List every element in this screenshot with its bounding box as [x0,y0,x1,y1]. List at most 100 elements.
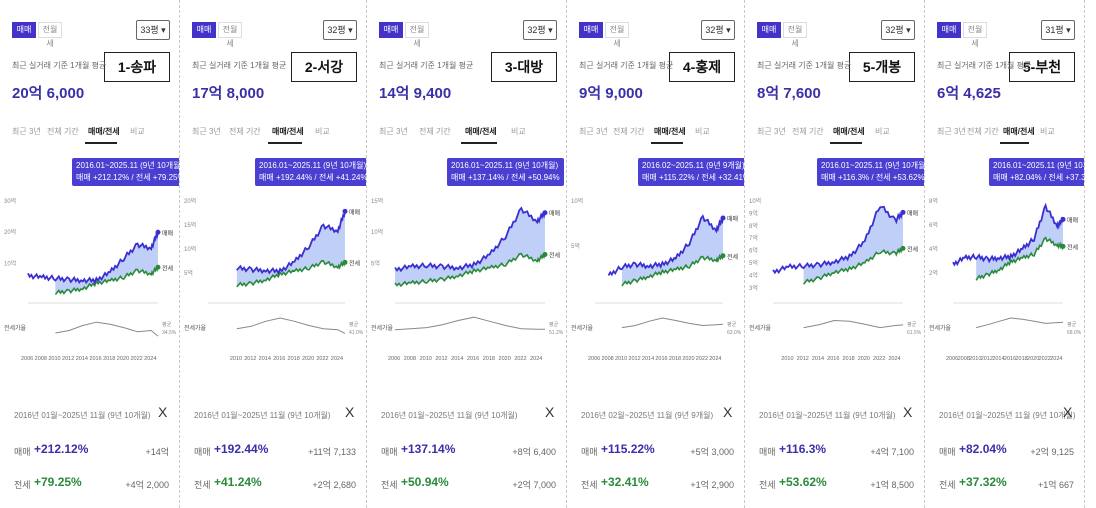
summary-sale-label: 매매 [581,447,598,457]
y-tick-label: 10억 [184,245,196,253]
close-icon[interactable]: X [1063,404,1073,420]
summary-rent-label: 전세 [381,480,398,490]
range-tab-3[interactable]: 매매/전세 [465,127,497,136]
tab-rent[interactable]: 전월세 [38,22,62,48]
x-tick-label: 2016 [827,356,839,362]
sale-series-label: 매매 [549,210,560,218]
range-tab-2[interactable]: 전체 기간 [419,127,451,136]
size-select[interactable]: 32평 ▾ [701,20,735,40]
range-tab-4[interactable]: 비교 [695,127,710,136]
summary-rent-pct: +32.41% [601,475,649,489]
tab-rent[interactable]: 전월세 [783,22,807,48]
range-tab-4[interactable]: 비교 [511,127,526,136]
tab-rent[interactable]: 전월세 [218,22,242,48]
x-tick-label: 2014 [812,356,824,362]
x-tick-label: 2020 [117,356,129,362]
region-label: 5-부천 [1009,52,1075,82]
ratio-avg-label: 평균 [549,321,559,328]
chevron-down-icon: ▾ [723,25,731,35]
rent-series-label: 전세 [907,245,918,253]
rent-line [621,253,724,287]
y-tick-label: 20억 [4,228,16,236]
tab-sale[interactable]: 매매 [12,22,36,38]
range-tab-1[interactable]: 최근 3년 [12,127,41,136]
summary-rent-amount: +4억 2,000 [125,480,169,490]
rent-series-label: 전세 [727,253,738,261]
range-tab-3[interactable]: 매매/전세 [272,127,304,136]
size-select[interactable]: 32평 ▾ [323,20,357,40]
tab-sale[interactable]: 매매 [379,22,403,38]
x-tick-label: 2018 [669,356,681,362]
summary-rent-label: 전세 [939,480,956,490]
y-tick-label: 5억 [571,242,580,250]
x-tick-label: 2024 [331,356,343,362]
close-icon[interactable]: X [723,404,733,420]
ratio-avg-label: 평균 [907,321,917,328]
tab-sale[interactable]: 매매 [579,22,603,38]
size-select[interactable]: 32평 ▾ [523,20,557,40]
size-value: 32평 [327,25,346,35]
x-tick-label: 2008 [35,356,47,362]
summary-sale-pct: +212.12% [34,442,89,456]
size-select[interactable]: 32평 ▾ [881,20,915,40]
y-tick-label: 4억 [929,245,938,253]
range-tab-3[interactable]: 매매/전세 [88,127,120,136]
range-tab-4[interactable]: 비교 [1040,127,1055,136]
range-tab-4[interactable]: 비교 [315,127,330,136]
sale-line [952,202,1064,267]
jeonse-ratio-line [55,321,159,337]
tab-sale[interactable]: 매매 [937,22,961,38]
range-tab-1[interactable]: 최근 3년 [579,127,608,136]
sale-series-label: 매매 [1067,216,1078,224]
summary-rent-label: 전세 [194,480,211,490]
region-label: 5-개봉 [849,52,915,82]
size-select[interactable]: 31평 ▾ [1041,20,1075,40]
range-tab-3[interactable]: 매매/전세 [654,127,686,136]
range-tab-2[interactable]: 전체 기간 [792,127,824,136]
x-tick-label: 2022 [316,356,328,362]
range-tab-2[interactable]: 전체 기간 [613,127,645,136]
x-tick-label: 2016 [467,356,479,362]
y-tick-label: 15억 [371,197,383,205]
summary-sale-pct: +137.14% [401,442,456,456]
x-tick-label: 2018 [103,356,115,362]
range-tab-3[interactable]: 매매/전세 [1003,127,1035,136]
range-tab-4[interactable]: 비교 [875,127,890,136]
x-tick-label: 2014 [642,356,654,362]
y-tick-label: 8억 [749,222,758,230]
range-tab-1[interactable]: 최근 3년 [379,127,408,136]
range-tab-3[interactable]: 매매/전세 [833,127,865,136]
range-tab-1[interactable]: 최근 3년 [192,127,221,136]
x-tick-label: 2012 [244,356,256,362]
range-tab-4[interactable]: 비교 [130,127,145,136]
range-tab-2[interactable]: 전체 기간 [47,127,79,136]
tooltip-period: 2016.01~2025.11 (9년 10개월) [76,161,180,170]
active-tab-underline [651,142,683,144]
tab-rent[interactable]: 전월세 [963,22,987,48]
x-tick-label: 2020 [1027,356,1039,362]
summary-sale-pct: +192.44% [214,442,269,456]
summary-period: 2016년 01월~2025년 11월 (9년 10개월) [14,411,151,420]
close-icon[interactable]: X [903,404,913,420]
x-tick-label: 2018 [288,356,300,362]
avg-price: 14억 9,400 [379,85,452,102]
jeonse-ratio-label: 전세가율 [371,324,394,332]
size-value: 32평 [705,25,724,35]
size-select[interactable]: 33평 ▾ [136,20,170,40]
tab-sale[interactable]: 매매 [757,22,781,38]
close-icon[interactable]: X [545,404,555,420]
rent-series-label: 전세 [162,264,173,272]
panel-3: 매매 전월세 32평 ▾ 3-대방 최근 실거래 기준 1개월 평균 14억 9,400 최… [367,0,567,508]
x-tick-label: 2022 [696,356,708,362]
close-icon[interactable]: X [345,404,355,420]
tab-sale[interactable]: 매매 [192,22,216,38]
range-tab-1[interactable]: 최근 3년 [757,127,786,136]
close-icon[interactable]: X [158,404,168,420]
tab-rent[interactable]: 전월세 [605,22,629,48]
panel-6: 매매 전월세 31평 ▾ 5-부천 최근 실거래 기준 1개월 평균 6억 4,625 최근… [925,0,1085,508]
range-tab-1[interactable]: 최근 3년 [937,127,966,136]
range-tab-2[interactable]: 전체 기간 [967,127,999,136]
tab-rent[interactable]: 전월세 [405,22,429,48]
range-tab-2[interactable]: 전체 기간 [229,127,261,136]
